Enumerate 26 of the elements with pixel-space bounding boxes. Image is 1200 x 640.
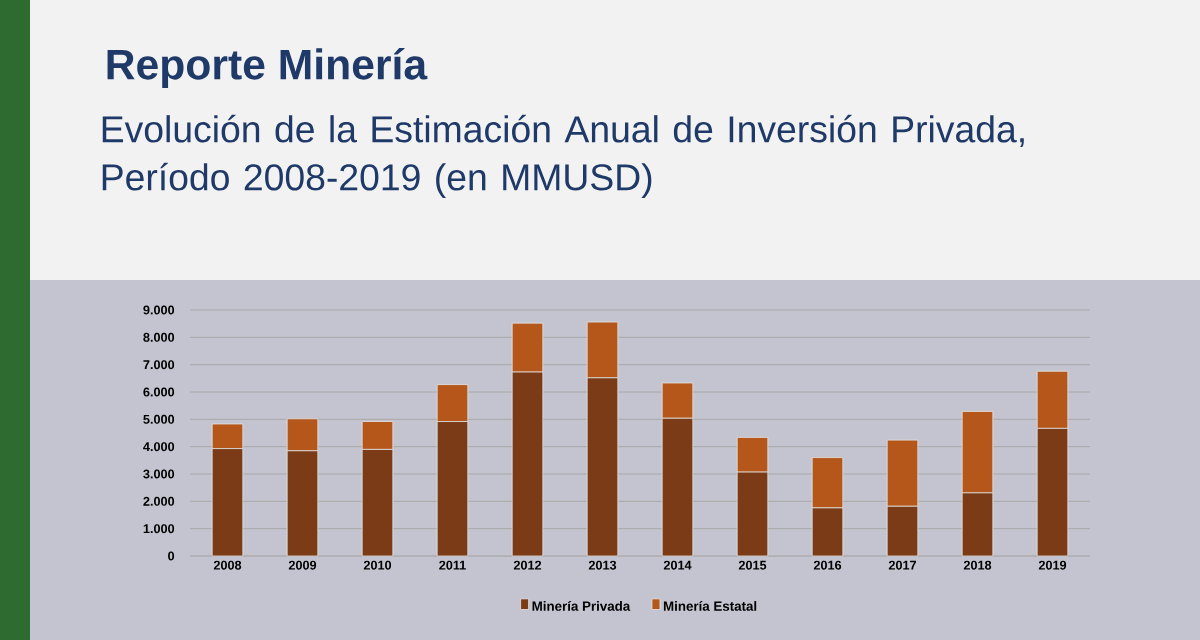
x-tick-label: 2008 [213,560,242,570]
y-tick-label: 6.000 [143,387,175,397]
y-tick-label: 2.000 [143,496,175,506]
x-tick-label: 2014 [663,560,692,570]
chart-subtitle: Evolución de la Estimación Anual de Inversión Privada, Período 2008-2019 (en MMUSD) [102,114,1024,198]
y-tick-label: 3.000 [143,469,175,479]
x-tick-label: 2013 [588,560,617,570]
x-tick-label: 2009 [288,560,317,570]
x-tick-label: 2015 [738,560,767,570]
x-tick-label: 2011 [439,560,466,570]
y-tick-label: 0 [168,551,175,561]
x-tick-label: 2019 [1038,560,1067,570]
legend-label: Minería Estatal [663,600,757,611]
x-tick-label: 2016 [813,560,842,570]
y-tick-label: 5.000 [143,414,175,424]
chart-title: Reporte Minería [107,47,428,89]
y-tick-label: 7.000 [143,360,175,370]
x-tick-label: 2012 [513,560,542,570]
y-tick-label: 9.000 [143,305,175,315]
y-tick-label: 1.000 [143,524,175,534]
x-tick-label: 2018 [963,560,992,570]
x-tick-label: 2010 [363,560,392,570]
y-tick-label: 8.000 [143,332,175,342]
x-tick-label: 2017 [888,560,917,570]
legend-label: Minería Privada [532,600,631,611]
y-tick-label: 4.000 [143,442,175,452]
